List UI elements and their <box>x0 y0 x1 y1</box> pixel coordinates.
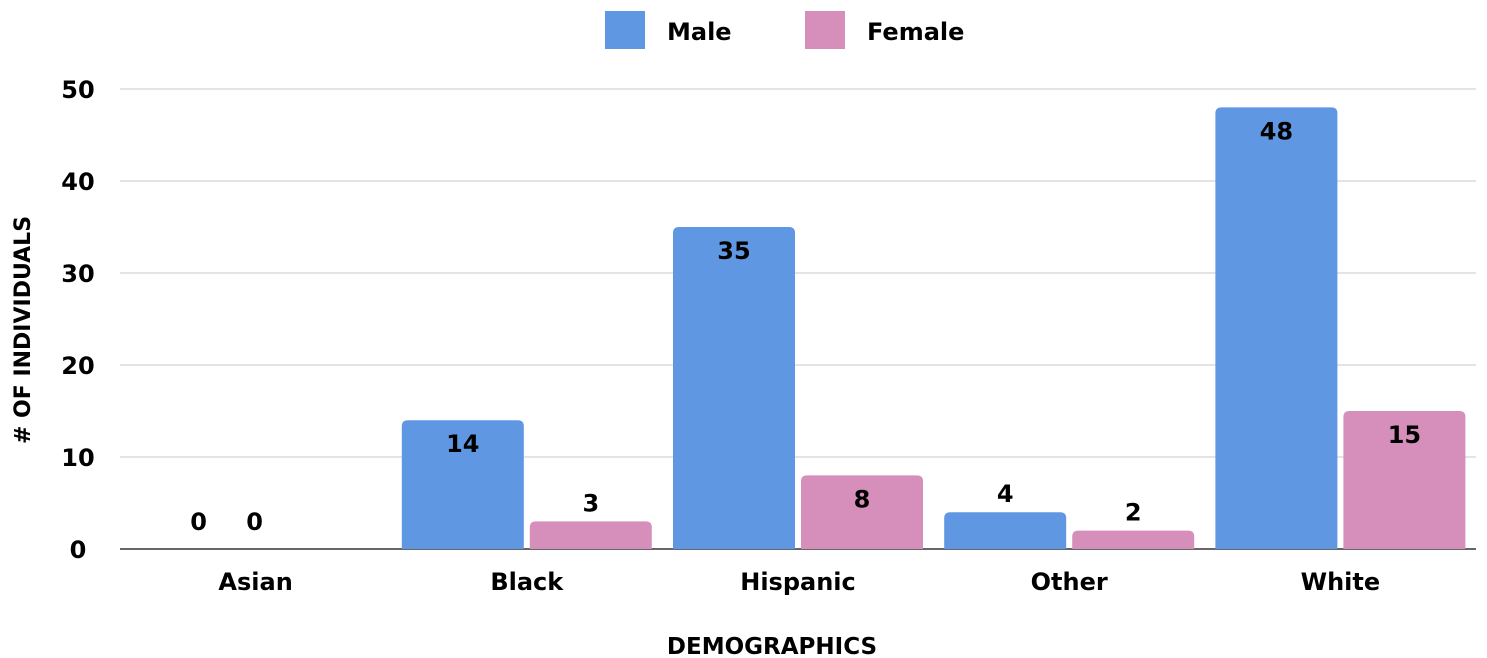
bar-female-black <box>529 521 652 549</box>
legend: Male Female <box>605 11 964 49</box>
legend-label: Male <box>667 18 732 46</box>
bar-female-white <box>1343 411 1466 549</box>
y-axis-title: # OF INDIVIDUALS <box>11 216 36 444</box>
y-tick-label: 10 <box>61 444 94 472</box>
bars: 0 0 14 3 35 8 4 2 48 15 <box>190 107 1466 550</box>
legend-swatch <box>805 11 845 49</box>
data-label: 8 <box>854 485 871 513</box>
bar-male-other <box>944 512 1067 549</box>
x-tick-label: Hispanic <box>740 568 856 596</box>
x-axis-ticks: Asian Black Hispanic Other White <box>218 568 1380 596</box>
data-label: 0 <box>190 508 207 536</box>
x-axis-title: DEMOGRAPHICS <box>667 634 877 658</box>
y-tick-label: 50 <box>61 76 94 104</box>
data-label: 0 <box>246 508 263 536</box>
legend-label: Female <box>867 18 964 46</box>
data-label: 14 <box>446 430 479 458</box>
x-tick-label: White <box>1301 568 1381 596</box>
data-label: 3 <box>582 489 599 517</box>
x-tick-label: Other <box>1031 568 1108 596</box>
y-tick-label: 0 <box>70 536 87 564</box>
x-tick-label: Black <box>490 568 564 596</box>
y-tick-label: 30 <box>61 260 94 288</box>
data-label: 48 <box>1260 117 1293 145</box>
x-tick-label: Asian <box>218 568 292 596</box>
y-axis-ticks: 0 10 20 30 40 50 <box>61 76 94 564</box>
data-label: 4 <box>997 480 1014 508</box>
bar-male-black <box>401 420 524 549</box>
legend-swatch <box>605 11 645 49</box>
bar-male-white <box>1215 107 1338 550</box>
data-label: 35 <box>717 237 750 265</box>
data-label: 2 <box>1125 499 1142 527</box>
bar-female-hispanic <box>801 475 923 549</box>
bar-female-other <box>1072 530 1195 549</box>
y-tick-label: 40 <box>61 168 94 196</box>
bar-male-hispanic <box>673 227 795 549</box>
data-label: 15 <box>1388 421 1421 449</box>
y-tick-label: 20 <box>61 352 94 380</box>
